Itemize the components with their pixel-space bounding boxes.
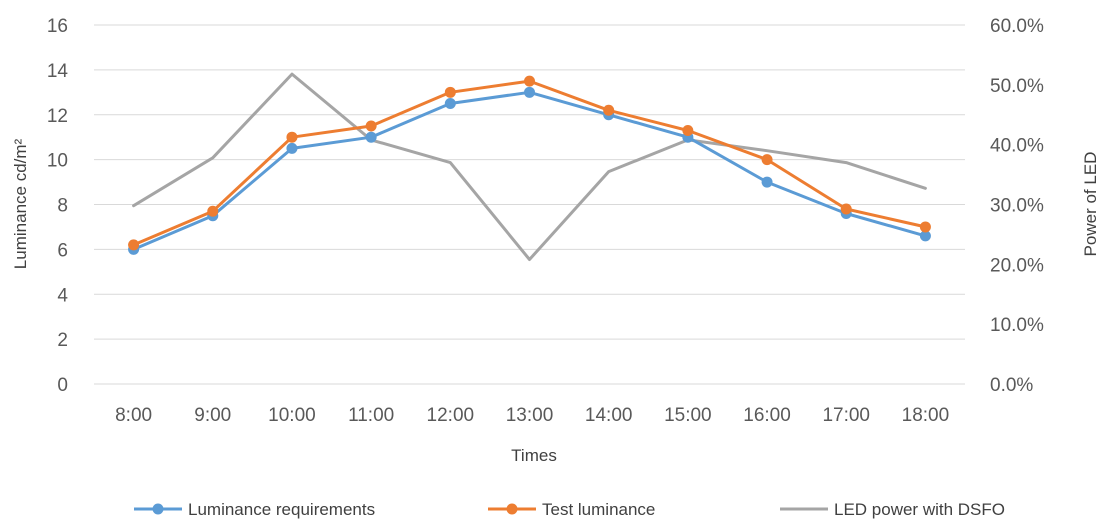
x-tick-label: 16:00 [743, 405, 791, 426]
legend-label: LED power with DSFO [834, 500, 1005, 519]
data-point-test-luminance [761, 154, 773, 166]
series-line-test-luminance [132, 79, 927, 247]
y2-tick-label: 60.0% [990, 16, 1044, 37]
data-point-luminance-requirements [761, 176, 773, 188]
x-tick-label: 11:00 [348, 405, 394, 426]
x-tick-label: 18:00 [902, 405, 950, 426]
legend-item-luminance-requirements: Luminance requirements [134, 500, 375, 519]
data-point-luminance-requirements [365, 131, 377, 143]
data-point-test-luminance [444, 86, 456, 98]
x-tick-label: 12:00 [427, 405, 475, 426]
y-tick-label: 8 [57, 196, 68, 217]
data-point-luminance-requirements [444, 98, 456, 110]
y-tick-label: 14 [47, 61, 69, 82]
x-tick-label: 9:00 [194, 405, 231, 426]
legend-swatch-marker [152, 503, 164, 515]
data-point-test-luminance [524, 75, 535, 87]
data-point-test-luminance [603, 104, 615, 116]
legend: Luminance requirements Test luminance LED … [134, 500, 1005, 519]
legend-swatch-marker [506, 503, 518, 515]
y2-tick-label: 20.0% [990, 255, 1044, 276]
data-point-test-luminance [919, 221, 931, 233]
y2-tick-label: 0.0% [990, 375, 1033, 396]
right-axis-ticks: 0.0% 10.0% 20.0% 30.0% 40.0% 50.0% 60.0% [990, 16, 1044, 396]
data-point-test-luminance [207, 205, 219, 217]
y-tick-label: 10 [47, 151, 68, 172]
y2-tick-label: 30.0% [990, 196, 1044, 217]
data-point-test-luminance [682, 124, 694, 136]
y-tick-label: 0 [57, 375, 68, 396]
x-axis-ticks: 8:00 9:00 10:00 11:00 12:00 13:00 14:00 15:00 16… [115, 405, 949, 426]
y-tick-label: 4 [57, 285, 68, 306]
x-axis-title: Times [511, 446, 557, 465]
x-tick-label: 10:00 [268, 405, 316, 426]
y-tick-label: 16 [47, 16, 68, 37]
x-tick-label: 17:00 [822, 405, 870, 426]
x-tick-label: 14:00 [585, 405, 633, 426]
y-tick-label: 12 [47, 106, 68, 127]
y2-axis-title: Power of LED [1081, 152, 1100, 257]
data-point-test-luminance [365, 120, 377, 132]
x-tick-label: 13:00 [506, 405, 554, 426]
y2-tick-label: 50.0% [990, 76, 1044, 97]
y2-tick-label: 40.0% [990, 136, 1044, 157]
legend-item-led-power-with-dsfo: LED power with DSFO [780, 500, 1005, 519]
data-point-test-luminance [128, 239, 140, 251]
data-point-luminance-requirements [286, 142, 298, 154]
legend-item-test-luminance: Test luminance [488, 500, 655, 519]
y-axis-title: Luminance cd/m² [11, 138, 30, 269]
data-point-test-luminance [286, 131, 298, 143]
legend-label: Luminance requirements [188, 500, 375, 519]
gridlines [94, 24, 965, 385]
y2-tick-label: 10.0% [990, 315, 1044, 336]
left-axis-ticks: 0 2 4 6 8 10 12 14 16 [47, 16, 69, 396]
y-tick-label: 6 [57, 240, 68, 261]
series-line-led-power-with-dsfo [132, 72, 927, 261]
series [128, 72, 931, 261]
y-tick-label: 2 [57, 330, 68, 351]
data-point-test-luminance [840, 203, 852, 215]
data-point-luminance-requirements [919, 230, 931, 242]
data-point-luminance-requirements [524, 86, 535, 98]
x-tick-label: 15:00 [664, 405, 712, 426]
x-tick-label: 8:00 [115, 405, 152, 426]
legend-label: Test luminance [542, 500, 655, 519]
